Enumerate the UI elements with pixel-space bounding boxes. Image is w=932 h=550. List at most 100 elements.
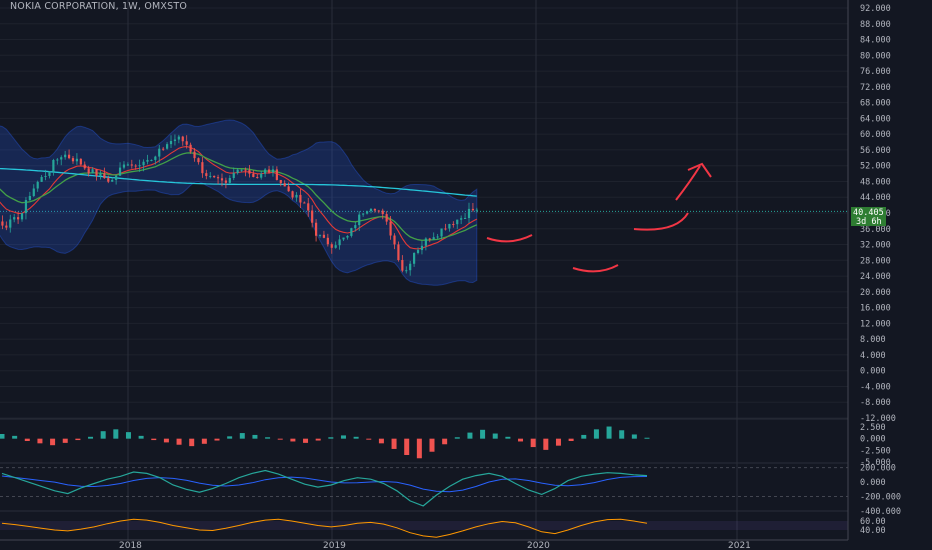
candle-body	[311, 210, 314, 223]
candle-body	[205, 173, 208, 176]
candle-body	[197, 158, 200, 163]
candle-body	[362, 213, 365, 215]
candle-body	[165, 144, 169, 149]
histogram-bar	[328, 437, 334, 439]
candle-body	[420, 245, 424, 251]
price-tick-label: 0.000	[860, 367, 886, 377]
candle-body	[373, 208, 376, 211]
candle-body	[322, 234, 326, 238]
histogram-bar	[62, 438, 68, 443]
histogram-bar	[303, 438, 309, 443]
candle-body	[193, 151, 196, 159]
candle-body	[338, 239, 341, 246]
candle-body	[169, 140, 173, 145]
histogram-bar	[0, 434, 5, 439]
price-tick-label: 84.000	[860, 36, 891, 46]
candle-body	[346, 235, 349, 238]
rsi-band	[0, 521, 848, 530]
price-tick-label: -4.000	[860, 382, 891, 392]
histogram-bar	[315, 438, 321, 441]
candle-body	[107, 178, 110, 182]
candle-body	[416, 250, 420, 253]
histogram-bar	[581, 434, 587, 439]
osc-signal-line	[1, 475, 648, 493]
histogram-bar	[543, 438, 549, 450]
candle-body	[67, 154, 71, 159]
candle-body	[381, 210, 384, 215]
chart-title: NOKIA CORPORATION, 1W, OMXSTO	[10, 1, 187, 12]
drawn-annotations[interactable]	[486, 162, 712, 273]
bar-countdown: 3d 6h	[856, 217, 882, 227]
histogram-bar	[239, 433, 245, 439]
moving-averages	[0, 146, 478, 250]
histogram-bar	[100, 431, 106, 439]
candle-body	[146, 159, 149, 162]
candle-body	[307, 203, 310, 211]
histogram-bar	[492, 433, 498, 439]
red-up-arrow-shaft[interactable]	[675, 165, 701, 201]
osc-main-line	[1, 469, 648, 507]
histogram-bar	[631, 434, 637, 439]
candle-body	[138, 165, 141, 167]
candle-body	[162, 148, 165, 150]
candle-body	[79, 158, 82, 165]
price-tick-label: 36.000	[860, 225, 891, 235]
candle-body	[122, 164, 126, 168]
candle-body	[385, 214, 388, 222]
candle-body	[287, 186, 290, 192]
histogram-bar	[505, 436, 511, 439]
histogram-bar	[454, 437, 460, 439]
price-tick-label: 72.000	[860, 83, 891, 93]
candle-body	[291, 191, 294, 198]
histogram-bar	[290, 438, 296, 442]
candle-body	[358, 214, 361, 226]
histogram-bar	[429, 438, 435, 452]
candle-body	[75, 158, 79, 162]
candle-body	[432, 237, 435, 240]
candle-body	[424, 238, 427, 246]
candle-body	[52, 160, 55, 172]
red-curve-under-2019-low[interactable]	[486, 234, 533, 243]
red-arc-right[interactable]	[633, 212, 689, 231]
last-price-value: 40.405	[853, 208, 884, 218]
candle-body	[181, 136, 184, 142]
price-axis[interactable]: 92.000 88.000 84.000 80.000 76.000 72.000 68.0…	[847, 0, 901, 540]
histogram-bar	[163, 438, 169, 443]
candlestick-series	[1, 134, 478, 276]
histogram-bar	[201, 438, 207, 444]
price-tick-label: -12.000	[860, 414, 896, 424]
histogram-bar	[214, 438, 220, 441]
histogram-bar	[442, 438, 448, 445]
candle-body	[126, 164, 129, 166]
histogram-bar	[353, 436, 359, 439]
candle-body	[103, 173, 106, 179]
candle-body	[28, 196, 31, 201]
histogram-bar	[151, 438, 157, 441]
indicator-tick-label: -5.000	[860, 458, 891, 468]
candle-body	[475, 209, 478, 211]
time-axis[interactable]: 2018 2019 2020 2021	[0, 539, 848, 550]
candle-body	[83, 164, 86, 169]
candle-body	[471, 208, 475, 211]
red-curve-under-2020-low[interactable]	[572, 264, 619, 273]
price-tick-label: 16.000	[860, 304, 891, 314]
candle-body	[228, 177, 231, 183]
year-label: 2021	[728, 541, 751, 550]
candle-body	[318, 234, 322, 236]
candle-body	[56, 159, 59, 161]
red-up-arrow-head[interactable]	[687, 162, 712, 178]
bollinger-bands	[0, 119, 478, 286]
histogram-bar	[227, 436, 233, 439]
candle-body	[314, 222, 318, 236]
indicator-tick-label: 0.000	[860, 435, 886, 445]
candle-body	[150, 159, 153, 161]
histogram-bar	[644, 437, 650, 439]
candle-body	[330, 244, 333, 248]
candle-body	[87, 168, 90, 174]
candle-body	[389, 221, 392, 236]
histogram-bar	[340, 435, 346, 439]
histogram-bar	[416, 438, 422, 459]
candle-body	[236, 169, 239, 174]
